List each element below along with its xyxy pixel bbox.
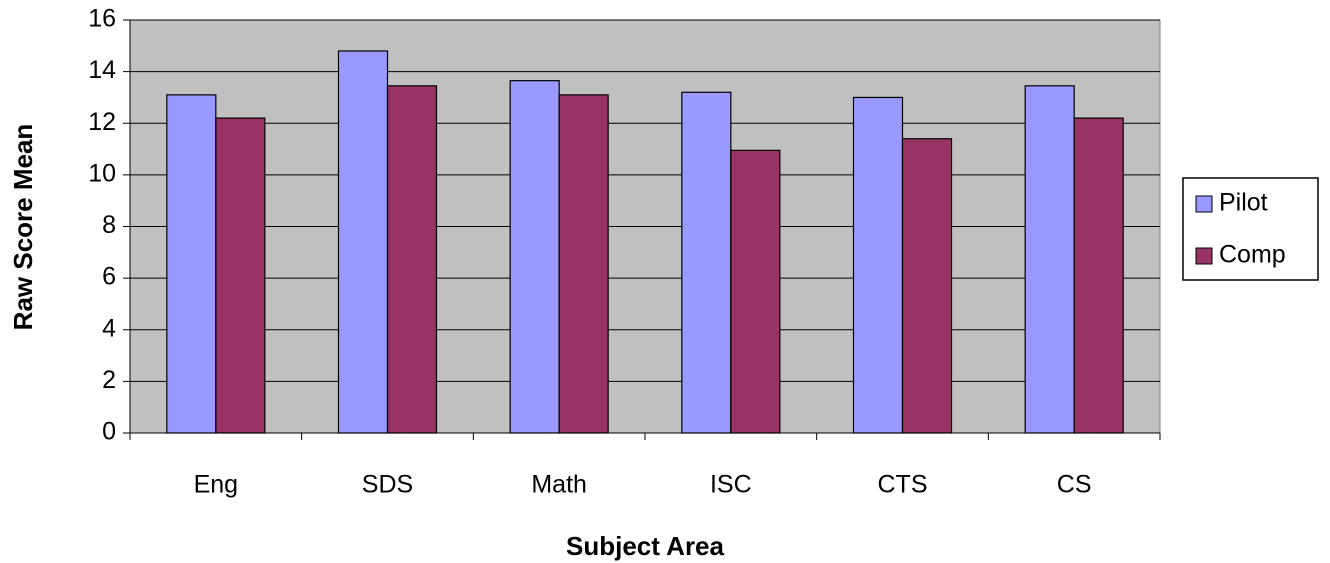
y-tick-label: 16 <box>88 5 116 33</box>
bar <box>730 149 781 434</box>
legend-swatch <box>1195 247 1213 265</box>
y-tick-label: 4 <box>102 314 116 342</box>
y-axis-title: Raw Score Mean <box>8 124 38 331</box>
legend-swatch <box>1195 195 1213 213</box>
x-tick-label: SDS <box>362 471 413 499</box>
y-tick-label: 6 <box>102 263 116 291</box>
bar <box>166 94 217 434</box>
bar <box>852 96 904 434</box>
bar <box>681 91 732 434</box>
x-tick-label: CTS <box>878 471 928 499</box>
y-tick-label: 10 <box>88 159 116 187</box>
y-tick-label: 14 <box>88 56 116 84</box>
y-tick-label: 12 <box>88 108 116 136</box>
bar <box>215 117 266 434</box>
bar <box>386 85 438 434</box>
x-axis-title: Subject Area <box>566 531 725 561</box>
bar <box>509 80 560 434</box>
y-tick-label: 0 <box>102 418 116 446</box>
bar <box>337 50 389 434</box>
x-tick-label: ISC <box>710 471 752 499</box>
bar <box>901 138 953 434</box>
legend-label: Comp <box>1219 241 1286 269</box>
y-tick-label: 2 <box>102 366 116 394</box>
x-tick-label: CS <box>1057 471 1092 499</box>
x-tick-label: Eng <box>194 471 238 499</box>
bar <box>1024 85 1075 434</box>
bar <box>1073 117 1124 434</box>
x-tick-label: Math <box>531 471 587 499</box>
legend-label: Pilot <box>1219 189 1268 217</box>
bar <box>558 94 609 434</box>
y-tick-label: 8 <box>102 211 116 239</box>
